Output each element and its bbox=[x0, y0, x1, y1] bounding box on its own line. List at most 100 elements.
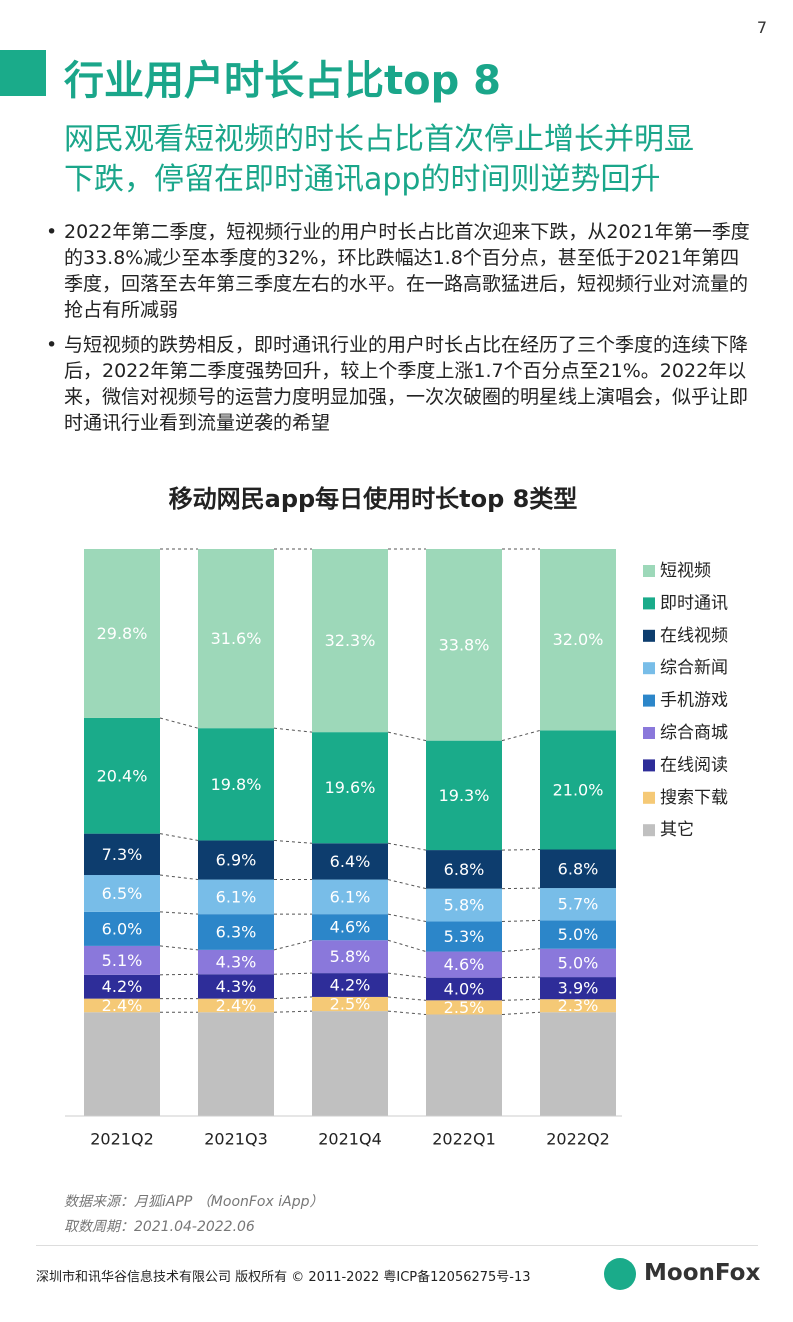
bar-segment bbox=[84, 974, 160, 999]
data-label: 5.8% bbox=[444, 896, 485, 915]
legend-swatch bbox=[643, 727, 655, 739]
bar-segment bbox=[540, 730, 616, 850]
bar-segment bbox=[84, 911, 160, 946]
bar-segment bbox=[426, 740, 502, 851]
data-label: 4.6% bbox=[330, 918, 371, 937]
connector bbox=[501, 849, 541, 851]
bar-segment bbox=[312, 914, 388, 941]
bar-segment bbox=[312, 549, 388, 733]
data-label: 2.5% bbox=[330, 995, 371, 1014]
data-label: 5.1% bbox=[102, 951, 143, 970]
connector bbox=[159, 911, 199, 915]
legend-label: 综合新闻 bbox=[660, 658, 728, 678]
bar-segment bbox=[312, 843, 388, 880]
bar-segment bbox=[84, 833, 160, 876]
data-label: 6.8% bbox=[444, 860, 485, 879]
data-label: 5.0% bbox=[558, 925, 599, 944]
bar-segment bbox=[198, 549, 274, 729]
connector bbox=[387, 913, 427, 923]
legend-label: 手机游戏 bbox=[660, 691, 728, 711]
connector bbox=[273, 972, 313, 975]
legend-swatch bbox=[643, 791, 655, 804]
data-label: 6.3% bbox=[216, 923, 257, 942]
page-number: 7 bbox=[756, 18, 767, 37]
data-label: 31.6% bbox=[211, 629, 262, 648]
data-label: 6.8% bbox=[558, 859, 599, 878]
bar-segment bbox=[540, 920, 616, 949]
bar-segment bbox=[312, 973, 388, 997]
connector bbox=[273, 727, 313, 733]
data-label: 19.6% bbox=[325, 778, 376, 797]
bar-segment bbox=[312, 879, 388, 915]
legend-label: 综合商城 bbox=[660, 723, 728, 743]
data-label: 6.4% bbox=[330, 852, 371, 871]
connector bbox=[273, 1010, 313, 1013]
legend-label: 在线视频 bbox=[660, 626, 728, 646]
data-label: 19.8% bbox=[211, 775, 262, 794]
logo-icon bbox=[604, 1258, 636, 1290]
bar-segment bbox=[426, 850, 502, 889]
bar-segment bbox=[312, 732, 388, 844]
connector bbox=[501, 976, 541, 979]
connector bbox=[273, 939, 313, 951]
chart-title: 移动网民app每日使用时长top 8类型 bbox=[169, 485, 578, 513]
data-label: 2.4% bbox=[216, 996, 257, 1015]
connector bbox=[387, 972, 427, 979]
data-label: 2.5% bbox=[444, 998, 485, 1017]
bar-segment bbox=[540, 888, 616, 921]
bar-segment bbox=[540, 549, 616, 731]
x-tick-label: 2021Q4 bbox=[318, 1130, 382, 1149]
legend-label: 短视频 bbox=[660, 561, 711, 581]
bar-segment bbox=[540, 1012, 616, 1116]
bar-segment bbox=[426, 921, 502, 952]
logo-text: MoonFox bbox=[644, 1260, 761, 1286]
connector bbox=[159, 833, 199, 841]
x-tick-label: 2021Q2 bbox=[90, 1130, 154, 1149]
legend-swatch bbox=[643, 565, 655, 577]
legend-label: 即时通讯 bbox=[660, 593, 728, 613]
connector bbox=[273, 839, 313, 844]
connector bbox=[159, 874, 199, 881]
legend-swatch bbox=[643, 694, 655, 707]
bar-segment bbox=[84, 549, 160, 718]
bar-segment bbox=[198, 1012, 274, 1116]
bar-segment bbox=[426, 977, 502, 1001]
legend-swatch bbox=[643, 824, 655, 837]
footer-text: 深圳市和讯华谷信息技术有限公司 版权所有 © 2011-2022 粤ICP备12… bbox=[36, 1270, 531, 1285]
data-label: 6.0% bbox=[102, 919, 143, 938]
bar-segment bbox=[198, 974, 274, 999]
data-label: 6.9% bbox=[216, 850, 257, 869]
bar-segment bbox=[84, 1012, 160, 1116]
connector bbox=[387, 731, 427, 742]
source-line: 数据来源：月狐iAPP （MoonFox iApp） bbox=[64, 1194, 324, 1210]
bar-segment bbox=[84, 945, 160, 975]
data-label: 21.0% bbox=[553, 780, 604, 799]
bullet: 与短视频的跌势相反，即时通讯行业的用户时长占比在经历了三个季度的连续下降后，20… bbox=[46, 332, 754, 436]
x-tick-label: 2022Q1 bbox=[432, 1130, 496, 1149]
bar-segment bbox=[426, 549, 502, 741]
data-label: 2.3% bbox=[558, 996, 599, 1015]
data-label: 4.0% bbox=[444, 979, 485, 998]
data-label: 6.5% bbox=[102, 884, 143, 903]
data-label: 3.9% bbox=[558, 979, 599, 998]
source-line: 取数周期：2021.04-2022.06 bbox=[64, 1219, 255, 1235]
bar-segment bbox=[426, 951, 502, 978]
bar-segment bbox=[426, 1000, 502, 1015]
data-label: 32.0% bbox=[553, 630, 604, 649]
legend-swatch bbox=[643, 662, 655, 675]
data-label: 5.3% bbox=[444, 927, 485, 946]
legend-label: 其它 bbox=[660, 820, 694, 840]
connector bbox=[501, 998, 541, 1001]
bar-segment bbox=[540, 999, 616, 1013]
x-tick-label: 2022Q2 bbox=[546, 1130, 610, 1149]
data-label: 5.8% bbox=[330, 947, 371, 966]
page-title: 行业用户时长占比top 8 bbox=[64, 58, 501, 104]
bar-segment bbox=[312, 996, 388, 1012]
bar-segment bbox=[312, 1011, 388, 1116]
connector bbox=[501, 1011, 541, 1016]
data-label: 29.8% bbox=[97, 624, 148, 643]
data-label: 33.8% bbox=[439, 635, 490, 654]
connector bbox=[501, 919, 541, 923]
